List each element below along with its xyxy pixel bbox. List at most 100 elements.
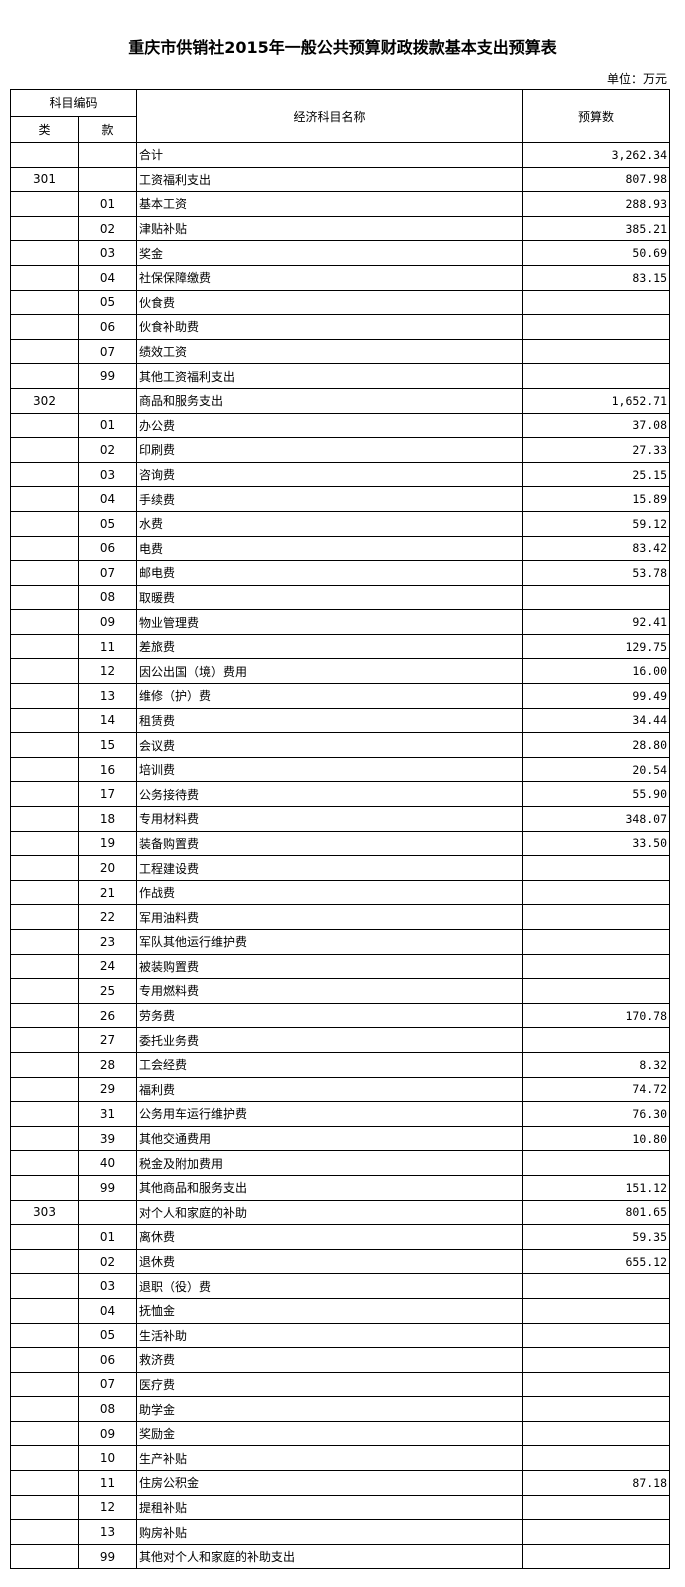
table-row: 13 购房补贴	[10, 1519, 671, 1545]
cell-amount	[522, 1347, 671, 1373]
cell-amount	[522, 855, 671, 881]
header-row: 科目编码 经济科目名称 预算数	[9, 89, 671, 143]
cell-name: 公务接待费	[136, 781, 524, 808]
cell-amount: 76.30	[522, 1101, 671, 1127]
cell-amount: 16.00	[522, 658, 671, 685]
table-row: 03 咨询费 25.15	[10, 461, 671, 488]
cell-name: 会议费	[136, 732, 524, 758]
cell-item: 23	[77, 929, 138, 955]
cell-name: 租赁费	[136, 707, 524, 734]
cell-class	[10, 215, 79, 242]
cell-amount: 151.12	[522, 1174, 671, 1201]
cell-name: 离休费	[136, 1224, 524, 1250]
cell-name: 提租补贴	[136, 1494, 524, 1521]
table-row: 09 物业管理费 92.41	[10, 609, 671, 635]
cell-amount	[522, 1420, 671, 1447]
table-row: 24 被装购置费	[10, 953, 671, 980]
cell-item: 08	[77, 584, 138, 611]
cell-item: 27	[77, 1027, 138, 1053]
cell-class	[10, 510, 79, 537]
cell-amount: 801.65	[522, 1199, 671, 1226]
cell-amount: 8.32	[522, 1051, 671, 1078]
cell-name: 退休费	[136, 1248, 524, 1275]
cell-name: 其他商品和服务支出	[136, 1174, 524, 1201]
cell-item: 04	[77, 264, 138, 291]
cell-class	[10, 1150, 79, 1176]
table-row: 05 生活补助	[10, 1322, 671, 1349]
cell-amount: 385.21	[522, 215, 671, 242]
cell-class	[10, 1543, 79, 1570]
cell-amount	[522, 1543, 671, 1570]
cell-amount: 348.07	[522, 806, 671, 832]
table-row: 28 工会经费 8.32	[10, 1051, 671, 1078]
table-row: 22 军用油料费	[10, 904, 671, 930]
cell-name: 手续费	[136, 486, 524, 512]
cell-name: 社保保障缴费	[136, 264, 524, 291]
cell-name: 专用燃料费	[136, 978, 524, 1004]
cell-class	[10, 707, 79, 734]
cell-amount: 87.18	[522, 1470, 671, 1496]
cell-name: 助学金	[136, 1396, 524, 1422]
cell-item	[77, 387, 138, 414]
table-row: 02 印刷费 27.33	[10, 437, 671, 463]
cell-name: 其他交通费用	[136, 1125, 524, 1152]
cell-class: 301	[10, 166, 79, 193]
cell-amount: 10.80	[522, 1125, 671, 1152]
cell-name: 维修（护）费	[136, 683, 524, 709]
cell-amount	[522, 879, 671, 906]
cell-name: 电费	[136, 535, 524, 562]
table-row: 99 其他对个人和家庭的补助支出	[10, 1543, 671, 1570]
cell-name: 住房公积金	[136, 1470, 524, 1496]
cell-amount: 55.90	[522, 781, 671, 808]
cell-item	[77, 166, 138, 193]
table-row: 08 取暖费	[10, 584, 671, 611]
cell-item: 07	[77, 338, 138, 365]
cell-class	[10, 1297, 79, 1324]
cell-name: 被装购置费	[136, 953, 524, 980]
cell-name: 生产补贴	[136, 1445, 524, 1472]
cell-class	[10, 1470, 79, 1496]
cell-amount	[522, 1396, 671, 1422]
cell-amount: 59.12	[522, 510, 671, 537]
cell-class	[10, 1027, 79, 1053]
cell-item: 14	[77, 707, 138, 734]
cell-amount	[522, 1445, 671, 1472]
cell-item: 12	[77, 1494, 138, 1521]
cell-class	[10, 904, 79, 930]
cell-name: 基本工资	[136, 191, 524, 217]
cell-amount: 50.69	[522, 240, 671, 266]
table-row: 03 退职（役）费	[10, 1273, 671, 1299]
cell-class	[10, 1248, 79, 1275]
cell-name: 退职（役）费	[136, 1273, 524, 1299]
table-row: 301 工资福利支出 807.98	[10, 166, 671, 193]
cell-name: 生活补助	[136, 1322, 524, 1349]
cell-class	[10, 314, 79, 340]
cell-name: 津贴补贴	[136, 215, 524, 242]
cell-class	[10, 412, 79, 439]
cell-item: 03	[77, 461, 138, 488]
cell-amount: 3,262.34	[522, 142, 671, 168]
table-row: 16 培训费 20.54	[10, 756, 671, 783]
cell-class	[10, 264, 79, 291]
cell-name: 对个人和家庭的补助	[136, 1199, 524, 1226]
cell-item	[77, 1199, 138, 1226]
cell-class	[10, 1519, 79, 1545]
cell-class	[10, 535, 79, 562]
table-row: 07 医疗费	[10, 1371, 671, 1398]
table-row: 07 邮电费 53.78	[10, 560, 671, 586]
cell-amount: 129.75	[522, 633, 671, 660]
cell-name: 绩效工资	[136, 338, 524, 365]
unit-label: 单位：万元	[606, 72, 667, 86]
cell-amount: 807.98	[522, 166, 671, 193]
cell-class	[10, 609, 79, 635]
cell-name: 专用材料费	[136, 806, 524, 832]
table-row: 06 伙食补助费	[10, 314, 671, 340]
table-row: 303 对个人和家庭的补助 801.65	[10, 1199, 671, 1226]
table-row: 05 伙食费	[10, 289, 671, 316]
cell-item: 01	[77, 412, 138, 439]
cell-amount: 37.08	[522, 412, 671, 439]
cell-name: 办公费	[136, 412, 524, 439]
cell-name: 福利费	[136, 1076, 524, 1103]
cell-amount: 74.72	[522, 1076, 671, 1103]
cell-class	[10, 1125, 79, 1152]
